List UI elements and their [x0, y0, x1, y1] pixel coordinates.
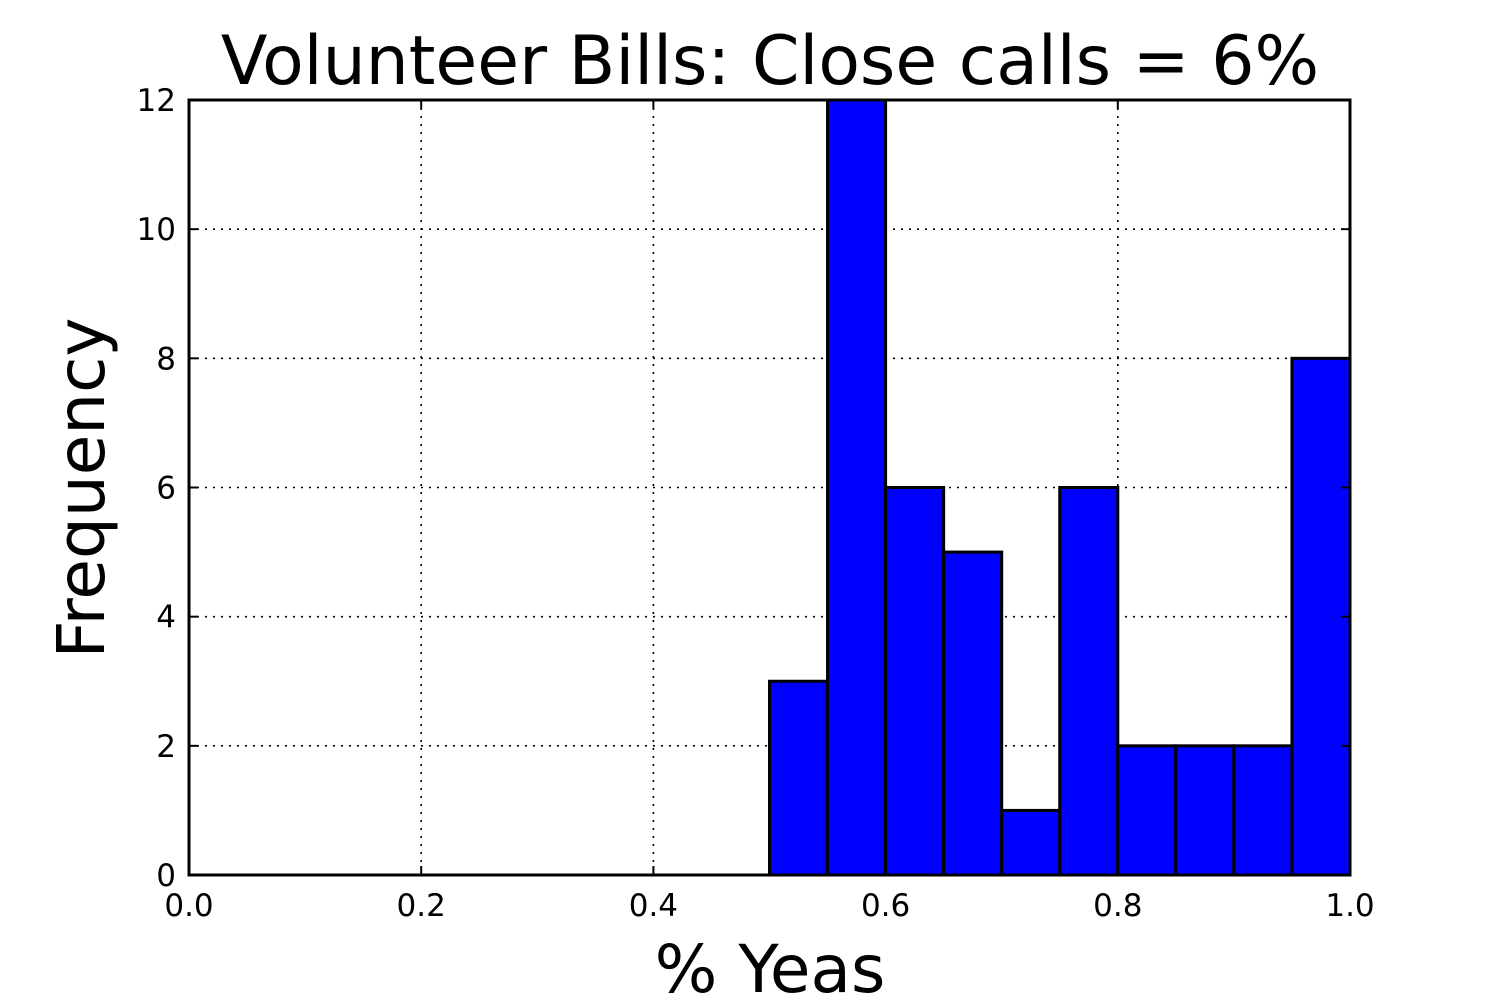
histogram-bar: [826, 98, 888, 877]
histogram-bar: [1000, 808, 1062, 877]
x-tick-label: 0.2: [397, 888, 446, 924]
histogram-bar: [1174, 744, 1236, 877]
histogram-bar: [1058, 486, 1120, 877]
x-tick-label: 0.0: [164, 888, 213, 924]
x-axis-label: % Yeas: [655, 931, 886, 1000]
chart-title: Volunteer Bills: Close calls = 6%: [221, 22, 1319, 101]
histogram-bar: [942, 550, 1004, 877]
histogram-bar: [884, 486, 946, 877]
y-tick-label: 8: [156, 341, 176, 377]
x-tick-label: 0.4: [629, 888, 678, 924]
y-tick-label: 2: [156, 729, 176, 765]
y-tick-label: 6: [156, 471, 176, 507]
x-tick-label: 0.8: [1093, 888, 1142, 924]
plot-frame: [187, 98, 1352, 877]
x-tick-label: 1.0: [1325, 888, 1374, 924]
histogram-bar: [1116, 744, 1178, 877]
y-axis-label: Frequency: [43, 318, 120, 659]
histogram-bars: [768, 98, 1352, 877]
axis-ticks: 0.0 0.2 0.4 0.6 0.8 1.0 0 2 4 6 8 10 12: [137, 83, 1375, 924]
histogram-bar: [768, 679, 830, 877]
y-tick-label: 0: [156, 858, 176, 894]
histogram-bar: [1232, 744, 1294, 877]
y-tick-label: 10: [137, 212, 176, 248]
y-tick-label: 4: [156, 600, 176, 636]
histogram-bar: [1290, 356, 1352, 877]
x-tick-label: 0.6: [861, 888, 910, 924]
y-tick-label: 12: [137, 83, 176, 119]
